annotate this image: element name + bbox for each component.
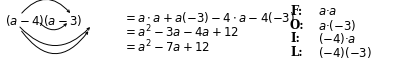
FancyArrowPatch shape <box>40 23 66 30</box>
Text: $(a-4)(a-3)$: $(a-4)(a-3)$ <box>5 13 82 28</box>
Text: $(−4)(−3)$: $(−4)(−3)$ <box>318 45 372 60</box>
FancyArrowPatch shape <box>22 31 88 54</box>
Text: $a · (−3)$: $a · (−3)$ <box>318 17 357 32</box>
Text: $(−4) · a$: $(−4) · a$ <box>318 31 356 46</box>
Text: $= a^2 - 3a - 4a + 12$: $= a^2 - 3a - 4a + 12$ <box>123 24 239 40</box>
Text: $= a^2 - 7a + 12$: $= a^2 - 7a + 12$ <box>123 38 210 55</box>
FancyArrowPatch shape <box>20 27 89 46</box>
Text: L:: L: <box>290 46 302 59</box>
Text: $a · a$: $a · a$ <box>318 5 337 18</box>
Text: F:: F: <box>290 5 302 18</box>
Text: $= a \cdot a + a(-3) - 4 \cdot a - 4(-3)$: $= a \cdot a + a(-3) - 4 \cdot a - 4(-3)… <box>123 10 295 25</box>
Text: I:: I: <box>290 32 300 45</box>
FancyArrowPatch shape <box>22 0 69 13</box>
Text: O:: O: <box>290 18 305 31</box>
